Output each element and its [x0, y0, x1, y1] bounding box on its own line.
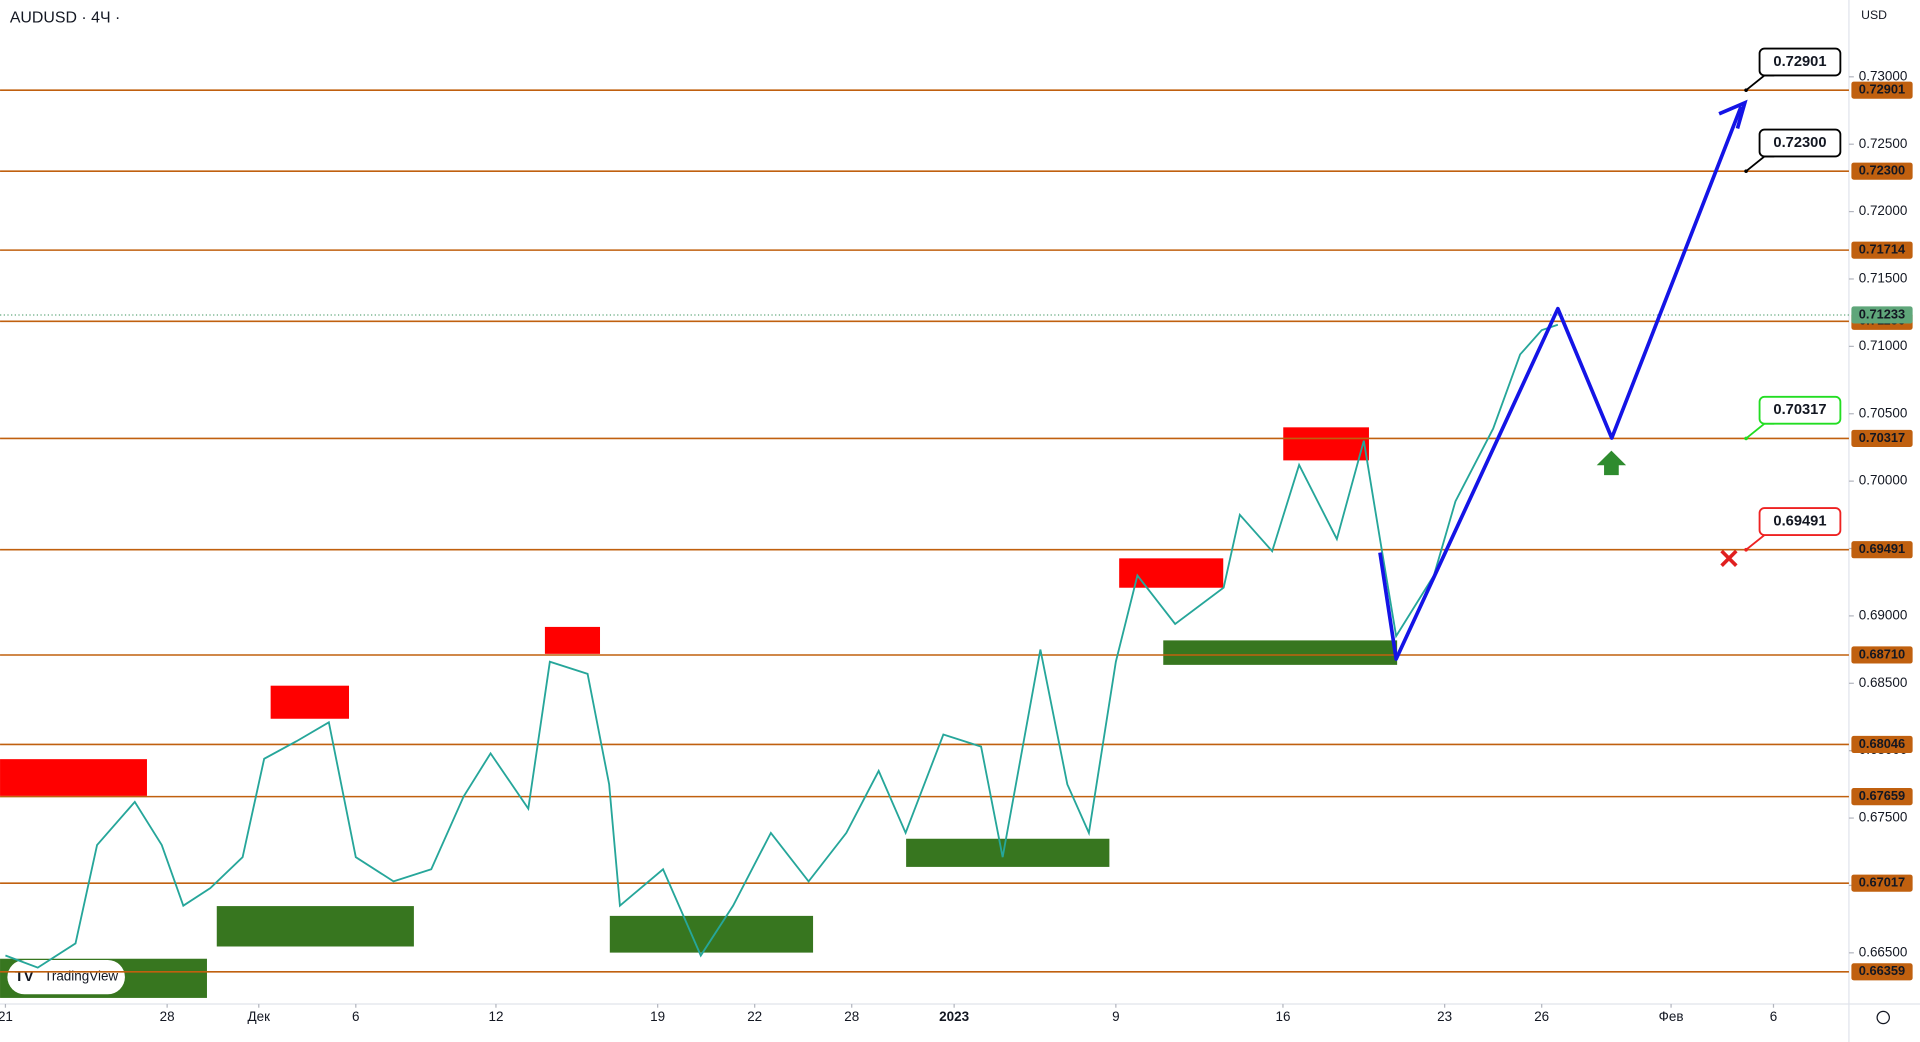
level-price-box	[1851, 162, 1913, 180]
level-price-label: 0.67659	[1859, 788, 1905, 803]
symbol-title: AUDUSD · 4Ч ·	[10, 10, 120, 27]
stop-mark	[1720, 549, 1738, 567]
x-tick-label: 16	[1275, 1009, 1290, 1024]
level-price-label: 0.71714	[1859, 242, 1906, 257]
y-tick-label: 0.67500	[1859, 810, 1908, 825]
settings-icon[interactable]	[1876, 1010, 1890, 1025]
y-tick-label: 0.69000	[1859, 607, 1908, 622]
level-price-label: 0.68710	[1859, 646, 1905, 661]
level-price-box	[1851, 874, 1913, 892]
y-tick-label: 0.66500	[1859, 944, 1908, 959]
x-tick-label: Фев	[1659, 1009, 1684, 1024]
brand: TradingView	[44, 969, 118, 984]
brand-badge	[7, 959, 125, 995]
demand-zone	[906, 838, 1110, 867]
callout-label: 0.72300	[1773, 135, 1826, 151]
level-price-label: 0.72901	[1859, 82, 1905, 97]
x-tick-label: 9	[1112, 1009, 1119, 1024]
supply-zone	[1119, 558, 1224, 588]
level-price-box	[1851, 735, 1913, 754]
callout-label: 0.72901	[1773, 54, 1826, 70]
callout-box	[1758, 47, 1842, 77]
x-tick-label: 6	[1770, 1009, 1777, 1024]
y-tick-label: 0.72000	[1859, 203, 1908, 218]
y-tick-label: 0.72500	[1859, 136, 1908, 151]
callout-box	[1758, 395, 1842, 425]
y-tick-label: 0.71500	[1859, 271, 1908, 286]
x-tick-label: 19	[650, 1009, 665, 1024]
x-tick-label: 26	[1534, 1009, 1549, 1024]
x-tick-label: 23	[1437, 1009, 1452, 1024]
y-tick-label: 0.70500	[1859, 405, 1908, 420]
x-tick-label: 2023	[939, 1009, 969, 1024]
price-line	[5, 323, 1559, 969]
level-price-box	[1851, 541, 1913, 559]
callout-anchor	[1744, 88, 1748, 92]
x-tick-label: 28	[844, 1009, 859, 1024]
level-price-label: 0.70317	[1859, 430, 1905, 445]
last-price-label: 0.71233	[1859, 306, 1905, 321]
level-price-box	[1851, 81, 1913, 99]
supply-zone	[544, 626, 601, 654]
up-arrow	[1596, 450, 1627, 476]
forecast-arrowhead	[1718, 99, 1748, 130]
y-tick-label: 0.71000	[1859, 338, 1908, 353]
x-tick-label: 12	[488, 1009, 503, 1024]
x-tick-label: 6	[352, 1009, 359, 1024]
y-tick-label: 0.70000	[1859, 473, 1908, 488]
callout-anchor	[1744, 436, 1748, 441]
supply-zone	[270, 685, 350, 719]
demand-zone	[216, 906, 414, 947]
callout-label: 0.70317	[1773, 402, 1826, 418]
level-price-box	[1851, 646, 1913, 664]
level-price-label: 0.69491	[1859, 541, 1905, 556]
brand-logo: TV	[15, 969, 34, 985]
level-price-label: 0.68046	[1859, 736, 1905, 751]
level-price-box	[1851, 788, 1913, 806]
level-price-box	[1851, 963, 1913, 981]
level-price-label: 0.72300	[1859, 163, 1905, 178]
supply-zone	[1283, 427, 1369, 461]
currency: USD	[1861, 8, 1887, 22]
level-price-box	[1851, 241, 1913, 259]
last-price-box	[1851, 306, 1913, 324]
x-tick-label: 21	[0, 1009, 13, 1024]
y-tick-label: 0.68500	[1859, 675, 1908, 690]
callout-label: 0.69491	[1773, 513, 1826, 529]
level-price-label: 0.67017	[1859, 875, 1905, 890]
forecast-path	[1378, 105, 1743, 661]
demand-zone	[1163, 640, 1398, 665]
callout-anchor	[1744, 547, 1748, 552]
x-tick-label: Дек	[248, 1009, 271, 1024]
level-price-label: 0.66359	[1859, 963, 1905, 978]
callout-box	[1758, 128, 1842, 158]
level-price-box	[1851, 429, 1913, 447]
x-tick-label: 22	[747, 1009, 762, 1024]
y-tick-label: 0.73000	[1859, 68, 1908, 83]
callout-box	[1758, 507, 1842, 536]
supply-zone	[0, 759, 147, 796]
x-tick-label: 28	[160, 1009, 175, 1024]
callout-anchor	[1744, 169, 1748, 173]
demand-zone	[609, 915, 814, 953]
